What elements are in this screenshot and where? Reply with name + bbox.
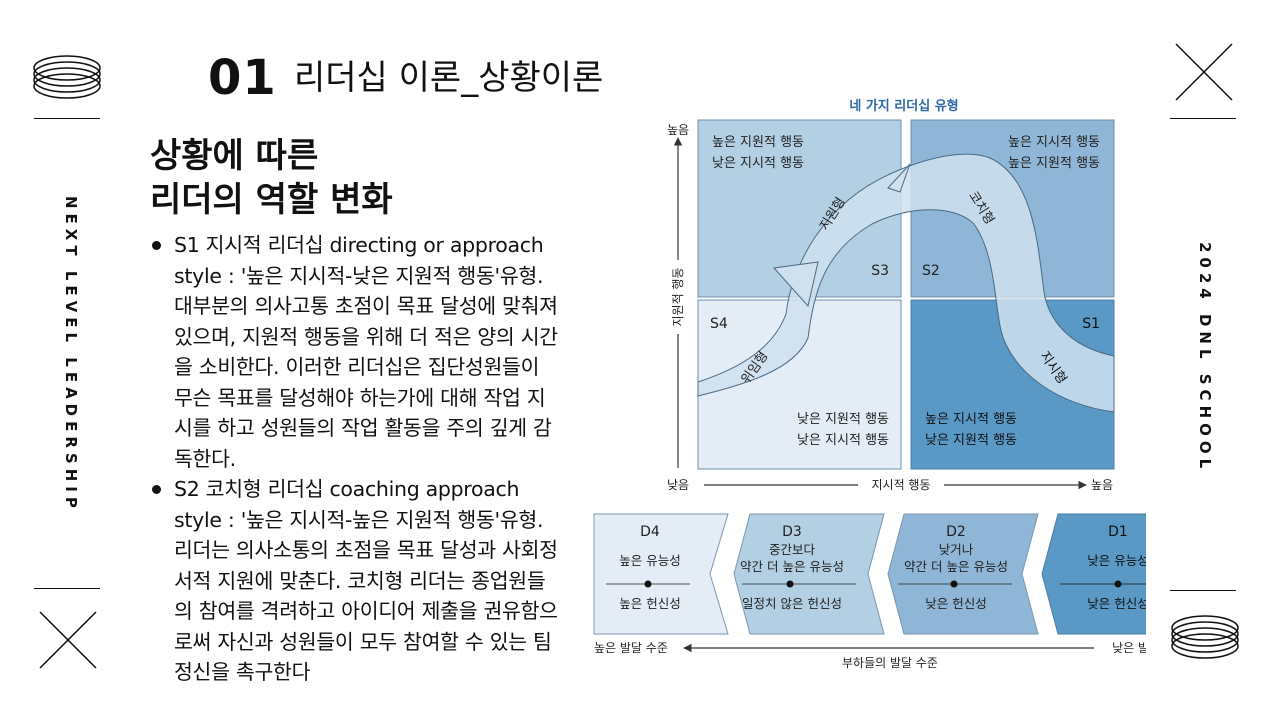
rings-icon-top-left <box>33 55 101 99</box>
divider-right-bottom <box>1170 590 1236 591</box>
development-axis-label: 부하들의 발달 수준 <box>842 656 938 670</box>
x-icon-bottom-left <box>39 611 97 669</box>
y-axis-label: 지원적 행동 <box>670 267 685 326</box>
page-title: 리더십 이론_상황이론 <box>294 58 604 98</box>
y-axis-label-bg <box>670 260 686 334</box>
x-axis-high: 높음 <box>1091 478 1113 492</box>
s3-code: S3 <box>871 263 889 279</box>
s4-code: S4 <box>710 316 728 332</box>
bullet-s1: S1 지시적 리더십 directing or approach style :… <box>150 230 562 474</box>
d2-top-2: 약간 더 높은 유능성 <box>904 559 1008 574</box>
s1-line1: 높은 지시적 행동 <box>925 411 1017 427</box>
arc-notch-left <box>772 261 819 308</box>
bullet-s2: S2 코치형 리더십 coaching approach style : '높은… <box>150 474 562 688</box>
heading-line-1: 상황에 따른 <box>150 136 319 176</box>
divider-right-top <box>1170 118 1236 119</box>
d2-bottom: 낮은 헌신성 <box>925 596 986 611</box>
divider-left-bottom <box>34 588 100 589</box>
s4-line1: 낮은 지원적 행동 <box>797 411 889 427</box>
s2-line1: 높은 지시적 행동 <box>1008 134 1100 150</box>
y-axis-high: 높음 <box>667 123 689 137</box>
side-label-right: 2024 DNL SCHOOL <box>1196 242 1214 474</box>
d3-top-1: 중간보다 <box>769 542 816 557</box>
diagram-title: 네 가지 리더십 유형 <box>849 98 958 114</box>
d1-dot <box>1114 580 1122 588</box>
x-icon-top-right <box>1175 43 1233 101</box>
d3-top-2: 약간 더 높은 유능성 <box>740 559 844 574</box>
s1-line2: 낮은 지원적 행동 <box>925 432 1017 448</box>
d2-code: D2 <box>946 524 966 540</box>
rings-icon-bottom-right <box>1171 615 1239 659</box>
s3-line1: 높은 지원적 행동 <box>712 134 804 150</box>
d4-code: D4 <box>640 524 660 540</box>
divider-left-top <box>34 118 100 119</box>
s1-code: S1 <box>1082 316 1100 332</box>
d3-bottom: 일정치 않은 헌신성 <box>742 596 842 611</box>
heading-line-2: 리더의 역할 변화 <box>150 180 393 220</box>
d4-top: 높은 유능성 <box>619 553 680 568</box>
s2-code: S2 <box>922 263 940 279</box>
x-axis-label-bg <box>858 474 944 494</box>
d4-bottom: 높은 헌신성 <box>619 596 680 611</box>
leadership-diagram: 네 가지 리더십 유형 높은 지원적 행동 낮은 지시적 행동 S3 높은 지시… <box>593 98 1146 670</box>
development-left-end: 높은 발달 수준 <box>594 641 668 655</box>
bullet-list: S1 지시적 리더십 directing or approach style :… <box>150 230 562 688</box>
x-axis-label: 지시적 행동 <box>871 477 930 492</box>
level-d1 <box>1041 513 1146 635</box>
development-right-end: 낮은 발달 수준 <box>1112 641 1146 655</box>
section-number: 01 <box>208 50 277 106</box>
level-d4 <box>593 513 729 635</box>
arc-notch-right <box>887 163 911 193</box>
d2-top-1: 낮거나 <box>939 542 974 557</box>
d1-top: 낮은 유능성 <box>1087 553 1146 568</box>
level-d3 <box>733 513 885 635</box>
d1-bottom: 낮은 헌신성 <box>1087 596 1146 611</box>
side-label-left: NEXT LEVEL LEADERSHIP <box>62 196 80 513</box>
section-heading: 상황에 따른 리더의 역할 변화 <box>150 134 393 222</box>
d1-code: D1 <box>1108 524 1128 540</box>
level-d2 <box>887 513 1039 635</box>
leadership-arc <box>697 153 1115 413</box>
s2-line2: 높은 지원적 행동 <box>1008 155 1100 171</box>
s3-line2: 낮은 지시적 행동 <box>712 155 804 171</box>
s4-line2: 낮은 지시적 행동 <box>797 432 889 448</box>
d3-dot <box>786 580 794 588</box>
y-axis-low: 낮음 <box>667 478 689 492</box>
d2-dot <box>950 580 958 588</box>
d3-code: D3 <box>782 524 802 540</box>
d4-dot <box>644 580 652 588</box>
